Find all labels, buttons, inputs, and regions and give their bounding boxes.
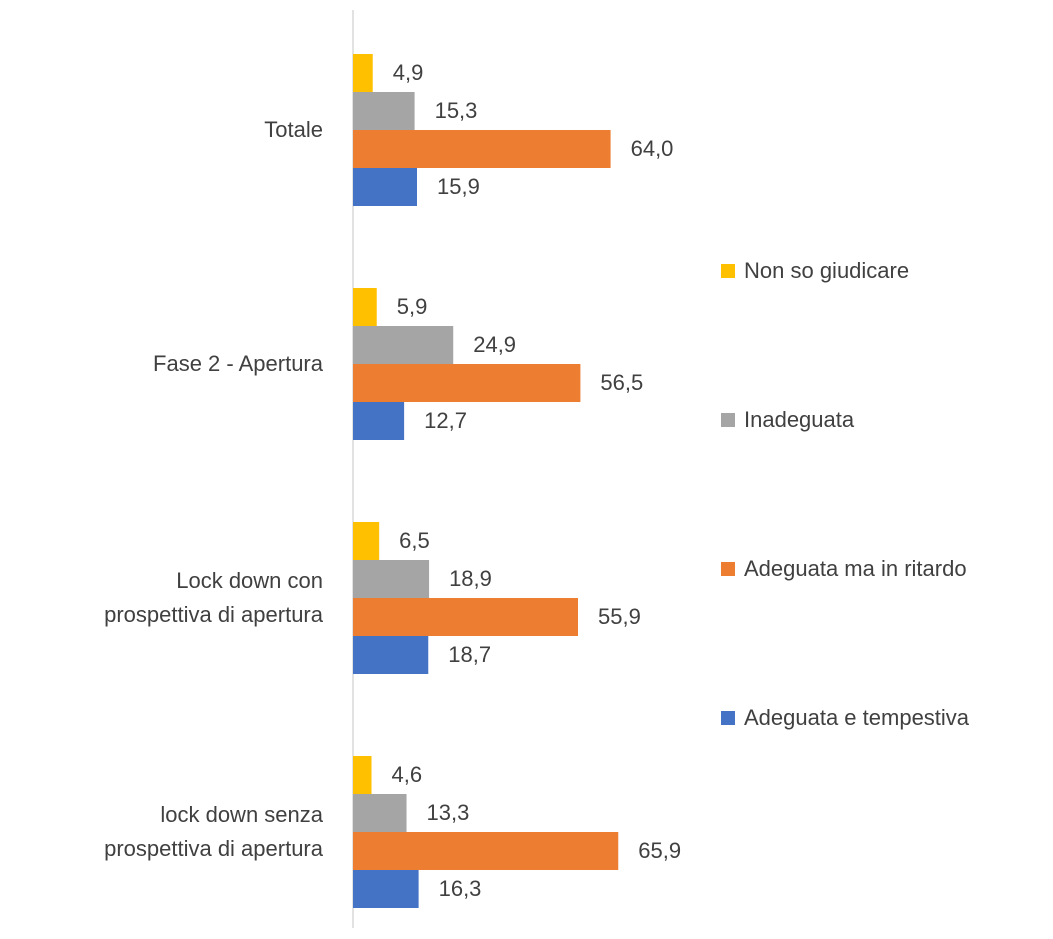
- bar: [353, 130, 611, 168]
- value-label: 55,9: [598, 604, 641, 629]
- value-label: 16,3: [439, 876, 482, 901]
- bar: [353, 364, 581, 402]
- value-label: 4,9: [393, 60, 424, 85]
- value-label: 65,9: [638, 838, 681, 863]
- legend-label: Inadeguata: [744, 407, 855, 432]
- bar: [353, 326, 454, 364]
- value-label: 12,7: [424, 408, 467, 433]
- bar: [353, 870, 419, 908]
- legend-label: Adeguata ma in ritardo: [744, 556, 967, 581]
- category-label: lock down senza prospettiva di apertura: [104, 802, 323, 861]
- category-label: Fase 2 - Apertura: [153, 351, 323, 376]
- value-label: 64,0: [631, 136, 674, 161]
- value-label: 13,3: [427, 800, 470, 825]
- value-label: 56,5: [600, 370, 643, 395]
- legend-label: Adeguata e tempestiva: [744, 705, 970, 730]
- category-label: Totale: [264, 117, 323, 142]
- bar: [353, 832, 619, 870]
- value-label: 4,6: [392, 762, 423, 787]
- legend-swatch: [721, 711, 735, 725]
- bar: [353, 402, 405, 440]
- legend-label: Non so giudicare: [744, 258, 909, 283]
- legend-swatch: [721, 264, 735, 278]
- bar: [353, 54, 373, 92]
- bar: [353, 522, 380, 560]
- value-label: 24,9: [473, 332, 516, 357]
- value-label: 5,9: [397, 294, 428, 319]
- bar: [353, 756, 372, 794]
- category-label: Lock down con prospettiva di apertura: [104, 568, 323, 627]
- value-label: 15,9: [437, 174, 480, 199]
- bar: [353, 92, 415, 130]
- bar: [353, 598, 578, 636]
- bar: [353, 560, 430, 598]
- legend-swatch: [721, 562, 735, 576]
- bar: [353, 794, 407, 832]
- bar: [353, 636, 429, 674]
- bar: [353, 168, 417, 206]
- value-label: 6,5: [399, 528, 430, 553]
- value-label: 18,9: [449, 566, 492, 591]
- value-label: 18,7: [448, 642, 491, 667]
- value-label: 15,3: [435, 98, 478, 123]
- legend-swatch: [721, 413, 735, 427]
- bar: [353, 288, 377, 326]
